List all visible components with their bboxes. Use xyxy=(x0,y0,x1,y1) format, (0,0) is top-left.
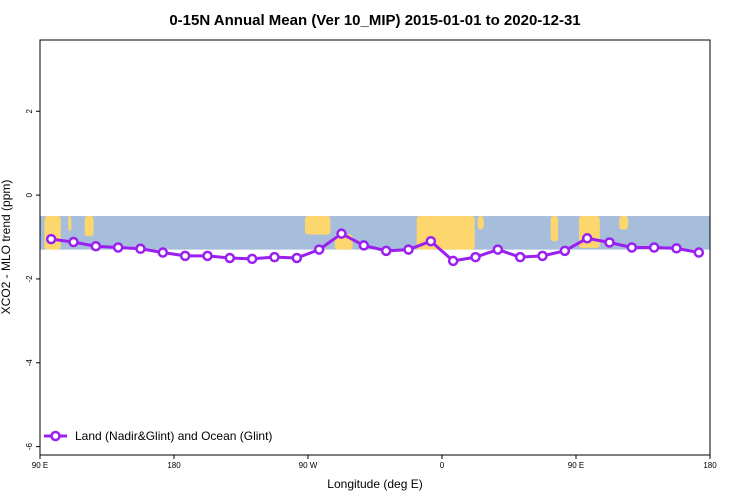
x-axis-label: Longitude (deg E) xyxy=(327,477,422,491)
data-point xyxy=(604,237,615,248)
y-tick-label: -4 xyxy=(25,359,34,367)
y-axis-label: XCO2 - MLO trend (ppm) xyxy=(0,180,13,315)
data-point xyxy=(224,252,236,264)
series-group xyxy=(45,228,705,267)
data-point xyxy=(336,228,347,239)
data-point xyxy=(135,243,146,255)
data-point xyxy=(492,244,504,255)
x-tick-label: 90 E xyxy=(32,461,48,470)
x-tick-label: 90 E xyxy=(568,461,584,470)
land-india xyxy=(550,216,559,242)
legend-label: Land (Nadir&Glint) and Ocean (Glint) xyxy=(75,429,272,443)
y-axis: 2 0 -2 -4 -6 xyxy=(25,108,40,450)
data-point xyxy=(447,255,459,267)
data-point xyxy=(112,242,124,253)
data-point xyxy=(403,244,414,255)
data-point xyxy=(269,251,280,263)
land-central-america xyxy=(305,216,331,235)
data-point xyxy=(358,240,370,251)
land-indochina xyxy=(44,216,61,250)
data-point xyxy=(45,233,57,245)
data-point xyxy=(246,253,258,265)
data-point xyxy=(313,244,325,255)
data-point xyxy=(693,247,705,258)
data-point xyxy=(626,242,638,253)
data-point xyxy=(380,245,392,257)
x-tick-label: 180 xyxy=(167,461,181,470)
data-point xyxy=(470,251,481,263)
y-tick-label: -6 xyxy=(25,443,34,451)
land-horn-africa xyxy=(477,216,484,230)
x-tick-label: 0 xyxy=(440,461,445,470)
land-vietnam xyxy=(68,216,72,232)
data-point xyxy=(559,245,571,257)
data-point xyxy=(202,250,213,262)
legend-marker xyxy=(50,430,61,442)
chart-title: 0-15N Annual Mean (Ver 10_MIP) 2015-01-0… xyxy=(169,12,580,29)
land-se-asia xyxy=(578,216,600,248)
y-tick-label: 0 xyxy=(25,192,34,197)
data-point xyxy=(537,250,548,262)
data-point xyxy=(671,243,682,254)
x-tick-label: 90 W xyxy=(299,461,318,470)
data-point xyxy=(179,250,191,262)
data-point xyxy=(90,240,102,252)
data-point xyxy=(291,252,303,264)
land-malay xyxy=(50,222,54,233)
plot-frame xyxy=(39,39,711,456)
data-point xyxy=(581,233,593,244)
data-point xyxy=(514,251,526,263)
data-point xyxy=(157,247,169,258)
x-axis: 90 E 180 90 W 0 90 E 180 xyxy=(32,455,717,470)
land-islands xyxy=(619,216,629,230)
land-philippines xyxy=(84,216,94,237)
data-point xyxy=(648,242,660,253)
x-tick-label: 180 xyxy=(703,461,717,470)
y-tick-label: -2 xyxy=(25,275,34,283)
data-point xyxy=(68,236,79,248)
y-tick-label: 2 xyxy=(25,108,34,113)
background-world-map xyxy=(40,216,710,250)
data-point xyxy=(425,235,437,247)
legend: Land (Nadir&Glint) and Ocean (Glint) xyxy=(44,429,272,443)
